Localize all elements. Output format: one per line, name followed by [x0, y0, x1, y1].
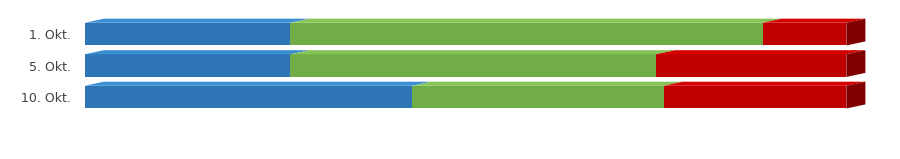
Polygon shape	[663, 82, 866, 86]
Polygon shape	[85, 50, 310, 54]
Polygon shape	[85, 86, 412, 108]
Polygon shape	[846, 82, 866, 108]
Polygon shape	[85, 23, 291, 45]
Polygon shape	[846, 50, 866, 77]
Polygon shape	[291, 54, 656, 77]
Polygon shape	[291, 50, 675, 54]
Polygon shape	[85, 54, 291, 77]
Polygon shape	[656, 50, 866, 54]
Polygon shape	[291, 19, 781, 23]
Polygon shape	[762, 23, 846, 45]
Polygon shape	[412, 86, 663, 108]
Polygon shape	[846, 19, 866, 45]
Polygon shape	[85, 19, 310, 23]
Polygon shape	[85, 82, 431, 86]
Polygon shape	[412, 82, 682, 86]
Polygon shape	[291, 23, 762, 45]
Polygon shape	[762, 19, 866, 23]
Polygon shape	[656, 54, 846, 77]
Polygon shape	[663, 86, 846, 108]
